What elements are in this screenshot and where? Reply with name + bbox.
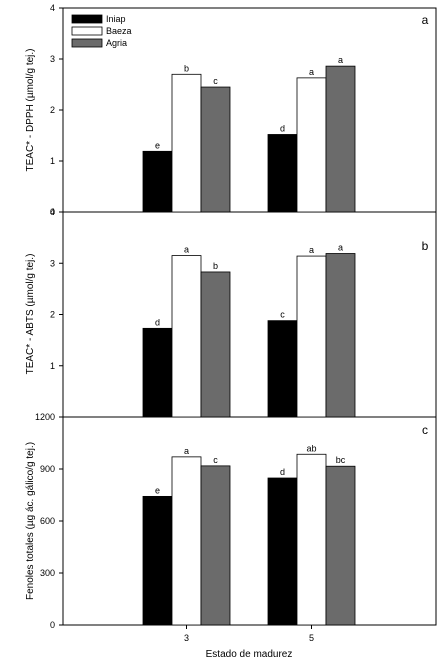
legend: Iniap Baeza Agria xyxy=(72,14,132,48)
panel-a-bar-agria-3 xyxy=(201,87,230,212)
panel-a-ylabel: TEAC* - DPPH (µmol/g tej.) xyxy=(25,48,36,171)
panel-a-sig-letter: a xyxy=(338,55,343,65)
panel-b-bar-agria-3 xyxy=(201,272,230,417)
panel-b-sig-letter: a xyxy=(309,245,314,255)
panel-a-sig-letter: b xyxy=(184,63,189,73)
panel-c-sig-letter: bc xyxy=(336,455,346,465)
panel-a-bar-baeza-3 xyxy=(172,74,201,212)
panel-a-sig-letter: d xyxy=(280,123,285,133)
legend-swatch-baeza xyxy=(72,27,102,35)
panel-c-sig-letter: ab xyxy=(306,443,316,453)
legend-swatch-iniap xyxy=(72,15,102,23)
panel-b-bar-iniap-5 xyxy=(268,321,297,417)
panel-c-ylabel: Fenoles totales (µg ác. gálico/g tej.) xyxy=(25,442,36,600)
panel-c-bar-baeza-5 xyxy=(297,454,326,625)
panel-a-sig-letter: a xyxy=(309,67,314,77)
panel-b-ylabel: TEAC* - ABTS (µmol/g tej.) xyxy=(25,254,36,375)
panel-c-ytick-label: 900 xyxy=(40,464,55,474)
legend-label-iniap: Iniap xyxy=(106,14,126,24)
panel-b-ytick-label: 1 xyxy=(50,361,55,371)
panel-a-sig-letter: c xyxy=(213,76,218,86)
legend-label-baeza: Baeza xyxy=(106,26,132,36)
legend-label-agria: Agria xyxy=(106,38,127,48)
panel-a-letter: a xyxy=(422,13,429,27)
panel-b-ytick-label: 2 xyxy=(50,310,55,320)
panel-b-ytick-label: 3 xyxy=(50,258,55,268)
x-tick-label: 3 xyxy=(184,633,189,643)
panel-a-bar-iniap-5 xyxy=(268,134,297,212)
panel-b-letter: b xyxy=(422,239,429,253)
panel-b-bar-iniap-3 xyxy=(143,328,172,417)
panel-c-sig-letter: a xyxy=(184,446,189,456)
panel-a-ytick-label: 3 xyxy=(50,54,55,64)
panel-c-ytick-label: 0 xyxy=(50,620,55,630)
x-tick-label: 5 xyxy=(309,633,314,643)
panel-b-frame xyxy=(63,212,436,417)
panel-c-bar-iniap-3 xyxy=(143,496,172,625)
panel-b-sig-letter: a xyxy=(184,245,189,255)
panel-c-bar-agria-5 xyxy=(326,466,355,625)
legend-swatch-agria xyxy=(72,39,102,47)
panel-c-ytick-label: 1200 xyxy=(35,412,55,422)
panel-c-bar-iniap-5 xyxy=(268,478,297,625)
panel-a-bar-baeza-5 xyxy=(297,78,326,212)
panel-b-sig-letter: c xyxy=(280,310,285,320)
panel-b-bar-agria-5 xyxy=(326,254,355,417)
panel-c-ytick-label: 600 xyxy=(40,516,55,526)
x-axis-label: Estado de madurez xyxy=(206,649,293,660)
panel-c-sig-letter: c xyxy=(213,455,218,465)
panel-c-letter: c xyxy=(422,423,428,437)
panel-a-sig-letter: e xyxy=(155,140,160,150)
panel-a-ytick-label: 2 xyxy=(50,105,55,115)
panel-b-bar-baeza-3 xyxy=(172,256,201,417)
panel-c-sig-letter: d xyxy=(280,467,285,477)
panel-b-sig-letter: d xyxy=(155,317,160,327)
panel-c-bar-baeza-3 xyxy=(172,457,201,625)
panel-a-ytick-label: 4 xyxy=(50,3,55,13)
panel-b-ytick-label: 4 xyxy=(50,207,55,217)
panel-c-ytick-label: 300 xyxy=(40,568,55,578)
panel-a-bar-iniap-3 xyxy=(143,151,172,212)
panel-c-frame xyxy=(63,417,436,625)
panel-b-bar-baeza-5 xyxy=(297,256,326,417)
panel-b-sig-letter: a xyxy=(338,243,343,253)
panel-b-sig-letter: b xyxy=(213,261,218,271)
panel-a-bar-agria-5 xyxy=(326,66,355,212)
panel-c-sig-letter: e xyxy=(155,485,160,495)
panel-c-bar-agria-3 xyxy=(201,466,230,625)
panel-a-ytick-label: 1 xyxy=(50,156,55,166)
